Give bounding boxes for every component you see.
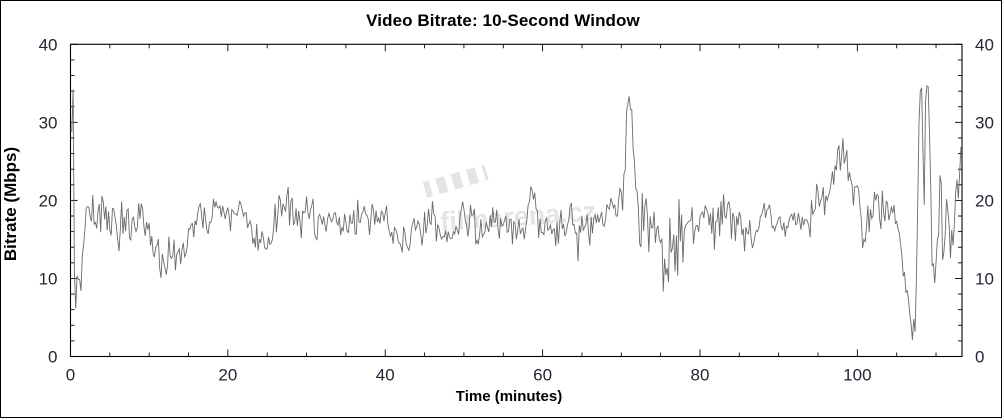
svg-text:0: 0	[48, 348, 57, 367]
svg-text:0: 0	[975, 348, 984, 367]
svg-text:10: 10	[975, 269, 994, 288]
svg-text:40: 40	[376, 366, 395, 385]
svg-text:10: 10	[39, 269, 58, 288]
svg-text:40: 40	[39, 35, 58, 54]
svg-text:60: 60	[533, 366, 552, 385]
svg-text:100: 100	[843, 366, 871, 385]
svg-text:20: 20	[39, 191, 58, 210]
svg-text:30: 30	[39, 113, 58, 132]
svg-text:40: 40	[975, 35, 994, 54]
svg-text:20: 20	[218, 366, 237, 385]
svg-text:0: 0	[66, 366, 75, 385]
svg-text:30: 30	[975, 113, 994, 132]
svg-text:20: 20	[975, 191, 994, 210]
svg-text:80: 80	[691, 366, 710, 385]
